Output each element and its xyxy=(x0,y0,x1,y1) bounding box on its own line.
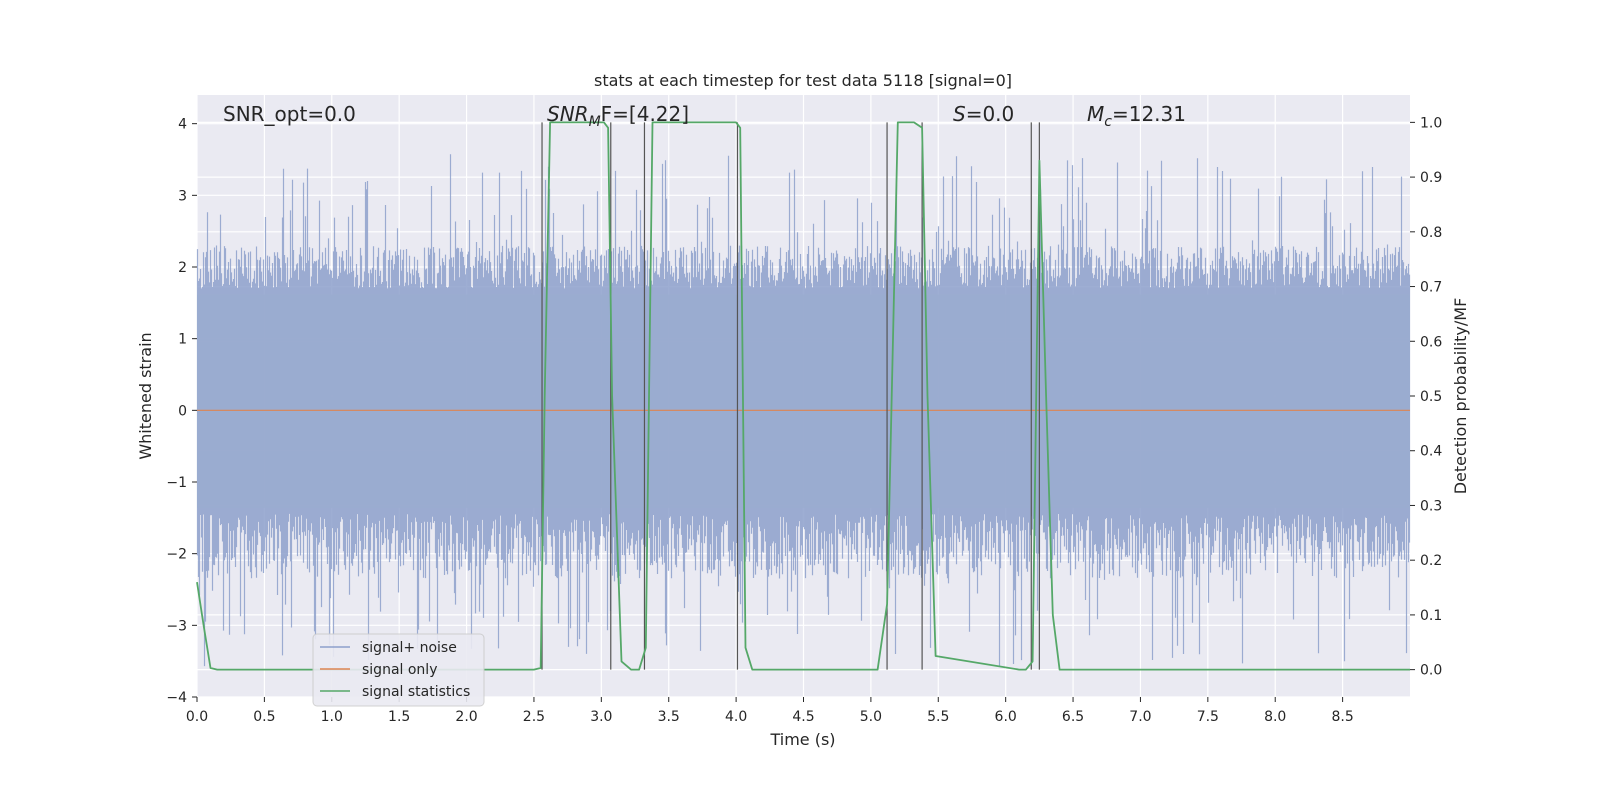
x-tick-label: 8.0 xyxy=(1264,709,1286,725)
annotation-mc: Mc=12.31 xyxy=(1087,102,1186,130)
y-right-tick-label: 0.7 xyxy=(1420,280,1442,296)
y-left-tick-label: 0 xyxy=(178,403,187,419)
signal-statistics-series xyxy=(196,121,1410,671)
x-tick-label: 3.0 xyxy=(590,709,612,725)
x-tick-label: 1.5 xyxy=(388,709,410,725)
y-right-tick-label: 0.4 xyxy=(1420,444,1442,460)
x-tick-label: 7.5 xyxy=(1197,709,1219,725)
y-right-tick-label: 0.8 xyxy=(1420,225,1442,241)
annotation-mc-rest: =12.31 xyxy=(1112,102,1186,126)
y-right-tick-label: 0.3 xyxy=(1420,498,1442,514)
y-left-tick-label: −3 xyxy=(166,618,187,634)
legend-label-signal-only: signal only xyxy=(362,662,437,678)
y-right-tick-label: 0.0 xyxy=(1420,663,1442,679)
y-left-tick-label: −2 xyxy=(166,547,187,563)
annotation-s-rest: =0.0 xyxy=(966,102,1015,126)
annotation-snr-mf-rest: F=[4.22] xyxy=(601,102,689,126)
annotation-snr-opt: SNR_opt=0.0 xyxy=(223,102,356,126)
y-right-tick-label: 1.0 xyxy=(1420,115,1442,131)
y-left-tick-label: −4 xyxy=(166,690,187,706)
y-axis-right-label: Detection probability/MF xyxy=(1451,298,1470,495)
x-tick-label: 0.0 xyxy=(186,709,208,725)
x-tick-label: 6.5 xyxy=(1062,709,1084,725)
y-right-tick-label: 0.2 xyxy=(1420,553,1442,569)
annotation-snr-mf-sub: M xyxy=(589,114,601,130)
annotation-mc-sub: c xyxy=(1104,114,1112,130)
x-tick-label: 8.5 xyxy=(1331,709,1353,725)
axis-ticks: 0.0 0.5 1.0 1.5 2.0 2.5 3.0 3.5 4.0 4.5 5.0 5.5 6.0 6… xyxy=(166,115,1442,725)
x-tick-label: 4.0 xyxy=(725,709,747,725)
y-left-tick-label: 2 xyxy=(178,260,187,276)
legend-label-statistics: signal statistics xyxy=(362,684,470,700)
x-tick-label: 4.5 xyxy=(792,709,814,725)
x-tick-label: 0.5 xyxy=(253,709,275,725)
annotation-s-italic: S xyxy=(953,102,966,126)
noise-core xyxy=(197,294,1410,508)
x-tick-label: 1.0 xyxy=(321,709,343,725)
y-axis-left-label: Whitened strain xyxy=(136,332,155,459)
y-right-tick-label: 0.6 xyxy=(1420,334,1442,350)
y-left-tick-label: −1 xyxy=(166,475,187,491)
x-tick-label: 5.5 xyxy=(927,709,949,725)
annotation-s: S=0.0 xyxy=(953,102,1014,126)
annotation-mc-main: M xyxy=(1087,102,1104,126)
chart-title: stats at each timestep for test data 511… xyxy=(594,71,1012,90)
y-right-tick-label: 0.1 xyxy=(1420,608,1442,624)
y-left-tick-label: 4 xyxy=(178,117,187,133)
y-left-tick-label: 1 xyxy=(178,332,187,348)
y-left-tick-label: 3 xyxy=(178,188,187,204)
y-right-tick-label: 0.9 xyxy=(1420,170,1442,186)
x-tick-label: 5.0 xyxy=(860,709,882,725)
x-tick-label: 6.0 xyxy=(995,709,1017,725)
x-tick-label: 2.0 xyxy=(455,709,477,725)
x-tick-label: 2.5 xyxy=(523,709,545,725)
vertical-markers xyxy=(541,122,1040,670)
x-tick-label: 3.5 xyxy=(658,709,680,725)
legend: signal+ noise signal only signal statist… xyxy=(312,633,485,707)
y-right-tick-label: 0.5 xyxy=(1420,389,1442,405)
signal-plus-noise-series xyxy=(196,154,1411,667)
x-axis-label: Time (s) xyxy=(769,730,835,749)
annotation-snr-mf: SNRMF=[4.22] xyxy=(547,102,689,130)
annotation-snr-mf-main: SNR xyxy=(547,102,589,126)
signal-statistics-line xyxy=(196,121,1410,671)
legend-label-noise: signal+ noise xyxy=(362,640,457,656)
legend-box xyxy=(312,633,485,707)
x-tick-label: 7.0 xyxy=(1129,709,1151,725)
